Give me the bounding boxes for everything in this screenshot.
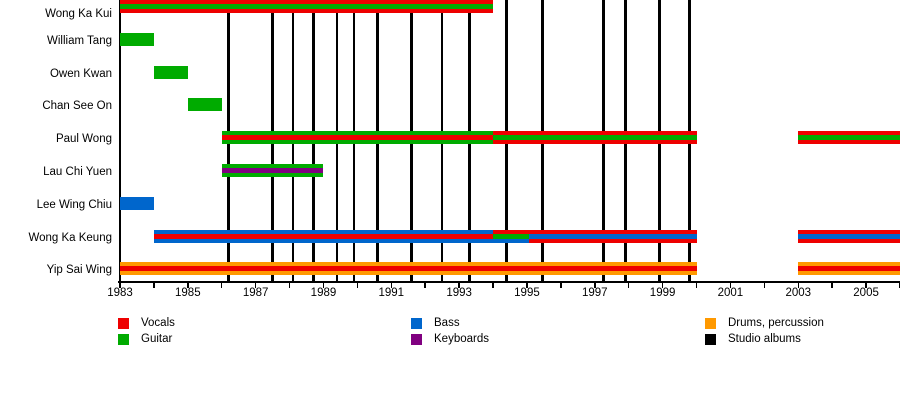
axis-tick-label: 2005	[853, 287, 879, 299]
member-bar-segment	[120, 196, 154, 210]
axis-tick	[220, 283, 223, 288]
bar-secondary-role-stripe	[798, 233, 900, 239]
legend-swatch-bass	[411, 318, 422, 329]
axis-tick-label: 1989	[310, 287, 337, 299]
axis-tick-label: 2003	[785, 287, 812, 299]
axis-tick	[695, 283, 698, 288]
axis-tick	[865, 283, 867, 288]
member-bar-segment	[798, 262, 900, 276]
bar-secondary-role-stripe	[528, 233, 697, 239]
axis-tick-label: 1999	[649, 287, 676, 299]
member-bar-segment	[120, 0, 494, 13]
member-label: William Tang	[47, 34, 112, 47]
axis-tick	[831, 283, 833, 288]
member-bar-segment	[221, 131, 494, 145]
legend-label-albums: Studio albums	[728, 333, 801, 345]
axis-tick-label: 1987	[242, 287, 269, 299]
axis-tick-label: 1985	[175, 287, 201, 299]
bar-secondary-role-stripe	[493, 135, 697, 141]
legend-label-vocals: Vocals	[141, 317, 175, 329]
member-bar-segment	[528, 229, 697, 243]
axis-tick	[458, 283, 460, 288]
axis-tick-label: 1997	[581, 287, 608, 299]
member-label: Wong Ka Kui	[45, 8, 112, 20]
member-label: Chan See On	[42, 100, 112, 113]
member-bar-segment	[493, 131, 697, 145]
bar-secondary-role-stripe	[120, 4, 494, 9]
axis-tick	[254, 283, 257, 288]
member-bar-segment	[120, 262, 697, 276]
member-bar-segment	[120, 32, 154, 46]
member-bar-segment	[798, 229, 900, 243]
axis-tick	[322, 283, 325, 288]
plot-left-border	[118, 0, 121, 282]
member-label: Lau Chi Yuen	[43, 166, 112, 178]
axis-tick	[729, 283, 732, 288]
axis-tick-label: 1993	[446, 287, 472, 299]
x-axis-line	[118, 281, 900, 283]
axis-tick-label: 1983	[107, 287, 133, 299]
bar-secondary-role-stripe	[798, 266, 900, 272]
axis-tick	[560, 283, 562, 288]
legend-swatch-guitar	[118, 334, 129, 345]
legend-label-keyboards: Keyboards	[434, 333, 489, 345]
member-bar-segment	[798, 131, 900, 145]
axis-tick	[187, 283, 189, 288]
axis-tick	[594, 283, 596, 288]
bar-secondary-role-stripe	[221, 135, 494, 141]
legend-swatch-vocals	[118, 318, 129, 329]
axis-tick	[424, 283, 426, 288]
axis-tick	[390, 283, 393, 288]
legend-label-bass: Bass	[434, 317, 460, 329]
member-label: Lee Wing Chiu	[36, 198, 112, 211]
member-bar-segment	[153, 65, 188, 79]
axis-tick	[356, 283, 359, 288]
member-bar-segment	[153, 229, 494, 243]
axis-tick	[797, 283, 799, 288]
bar-secondary-role-stripe	[221, 168, 324, 173]
axis-tick	[661, 283, 664, 288]
axis-tick	[153, 283, 155, 288]
axis-tick	[288, 283, 291, 288]
legend-swatch-drums	[705, 318, 716, 329]
legend-swatch-albums	[705, 334, 716, 345]
member-label: Paul Wong	[55, 133, 112, 146]
axis-tick-label: 2001	[717, 287, 744, 299]
member-label: Wong Ka Keung	[28, 231, 112, 244]
axis-tick-label: 1991	[378, 287, 405, 299]
bar-secondary-role-stripe	[153, 233, 494, 239]
axis-tick	[763, 283, 766, 288]
axis-tick	[526, 283, 528, 288]
axis-tick-label: 1995	[514, 287, 540, 299]
bar-secondary-role-stripe	[493, 233, 529, 239]
legend-label-drums: Drums, percussion	[728, 317, 824, 329]
axis-tick	[627, 283, 630, 288]
bar-secondary-role-stripe	[798, 135, 900, 141]
member-bar-segment	[221, 164, 324, 177]
legend-swatch-keyboards	[411, 334, 422, 345]
bar-tertiary-role-stripe	[493, 238, 529, 243]
member-bar-segment	[187, 98, 222, 112]
member-label: Owen Kwan	[49, 67, 112, 80]
axis-tick	[119, 283, 121, 288]
bar-secondary-role-stripe	[120, 266, 697, 272]
member-bar-segment	[493, 229, 529, 243]
legend-label-guitar: Guitar	[141, 333, 173, 345]
member-label: Yip Sai Wing	[46, 264, 112, 277]
axis-tick	[492, 283, 494, 288]
